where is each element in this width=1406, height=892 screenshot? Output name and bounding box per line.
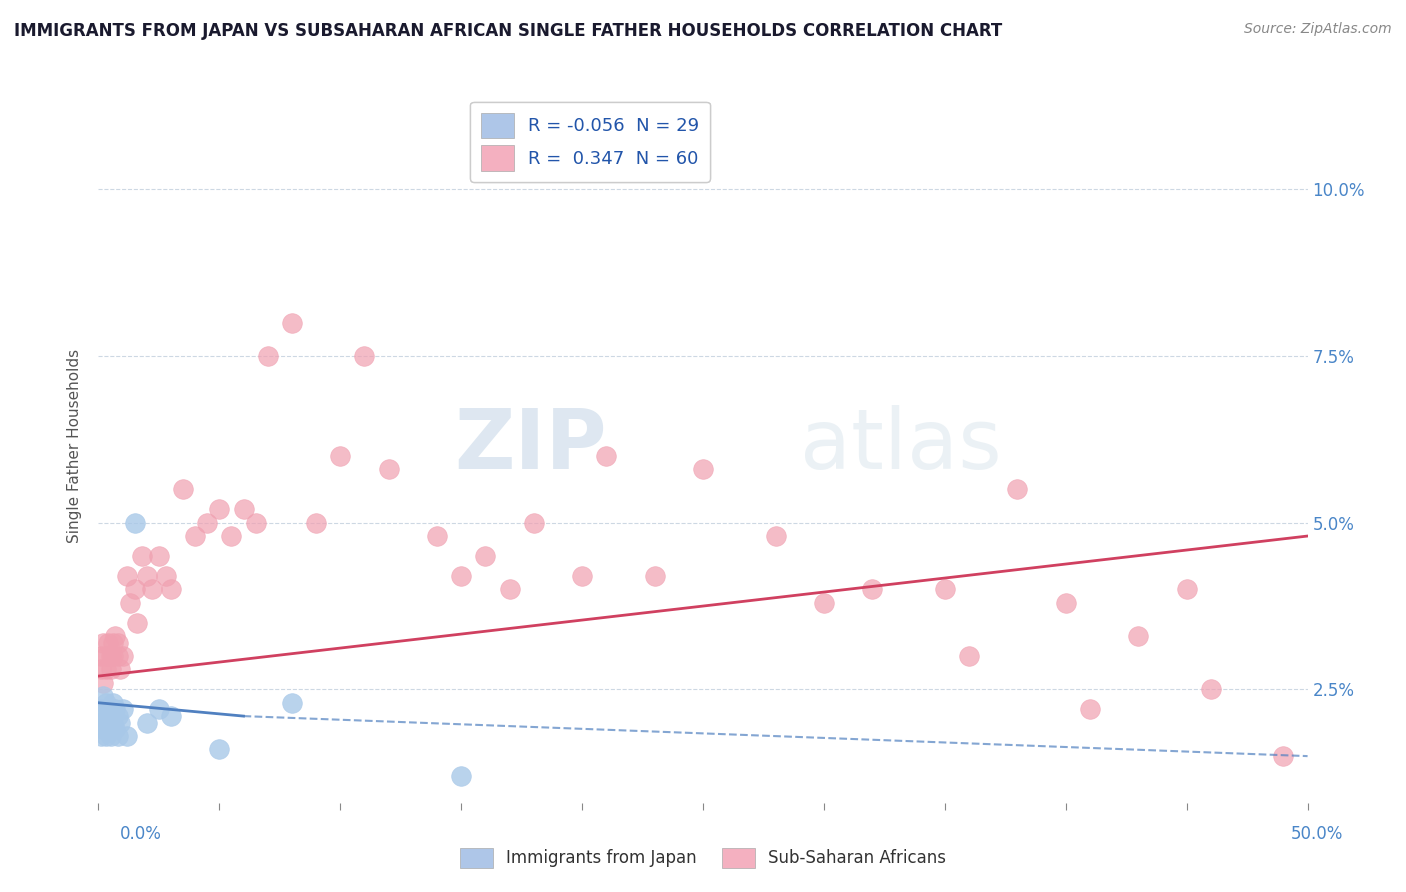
Point — [107, 636, 129, 650]
Point — [256, 349, 278, 363]
Point — [91, 675, 114, 690]
Point — [124, 516, 146, 530]
Text: 0.0%: 0.0% — [120, 825, 162, 843]
Point — [90, 702, 112, 716]
Text: IMMIGRANTS FROM JAPAN VS SUBSAHARAN AFRICAN SINGLE FATHER HOUSEHOLDS CORRELATION: IMMIGRANTS FROM JAPAN VS SUBSAHARAN AFRI… — [14, 22, 1002, 40]
Point — [571, 569, 593, 583]
Point — [90, 729, 112, 743]
Point — [160, 709, 183, 723]
Point — [221, 529, 243, 543]
Point — [148, 702, 170, 716]
Point — [100, 649, 122, 664]
Point — [94, 649, 117, 664]
Point — [1007, 483, 1029, 497]
Point — [131, 549, 153, 563]
Text: ZIP: ZIP — [454, 406, 606, 486]
Point — [172, 483, 194, 497]
Point — [1128, 629, 1150, 643]
Point — [184, 529, 207, 543]
Text: Source: ZipAtlas.com: Source: ZipAtlas.com — [1244, 22, 1392, 37]
Point — [91, 636, 114, 650]
Point — [498, 582, 520, 597]
Point — [94, 729, 117, 743]
Point — [117, 569, 139, 583]
Point — [208, 502, 231, 516]
Point — [474, 549, 496, 563]
Point — [101, 696, 124, 710]
Legend: Immigrants from Japan, Sub-Saharan Africans: Immigrants from Japan, Sub-Saharan Afric… — [453, 841, 953, 875]
Point — [1272, 749, 1295, 764]
Point — [94, 696, 117, 710]
Point — [195, 516, 218, 530]
Point — [108, 662, 131, 676]
Point — [148, 549, 170, 563]
Point — [523, 516, 546, 530]
Point — [104, 723, 127, 737]
Point — [692, 462, 714, 476]
Point — [1175, 582, 1198, 597]
Point — [765, 529, 787, 543]
Point — [450, 769, 472, 783]
Point — [232, 502, 254, 516]
Point — [101, 636, 124, 650]
Point — [450, 569, 472, 583]
Point — [91, 709, 114, 723]
Point — [245, 516, 267, 530]
Point — [104, 629, 127, 643]
Point — [934, 582, 956, 597]
Point — [124, 582, 146, 597]
Point — [141, 582, 163, 597]
Point — [91, 723, 114, 737]
Point — [107, 729, 129, 743]
Point — [813, 596, 835, 610]
Point — [353, 349, 375, 363]
Point — [155, 569, 177, 583]
Point — [377, 462, 399, 476]
Point — [595, 449, 617, 463]
Point — [135, 715, 157, 730]
Point — [127, 615, 149, 630]
Point — [160, 582, 183, 597]
Text: 50.0%: 50.0% — [1291, 825, 1343, 843]
Point — [135, 569, 157, 583]
Point — [111, 702, 134, 716]
Point — [208, 742, 231, 756]
Point — [305, 516, 328, 530]
Point — [101, 649, 124, 664]
Legend: R = -0.056  N = 29, R =  0.347  N = 60: R = -0.056 N = 29, R = 0.347 N = 60 — [470, 102, 710, 182]
Point — [94, 662, 117, 676]
Point — [97, 636, 120, 650]
Point — [90, 715, 112, 730]
Point — [97, 723, 120, 737]
Point — [100, 709, 122, 723]
Point — [1078, 702, 1101, 716]
Point — [281, 696, 304, 710]
Point — [100, 729, 122, 743]
Y-axis label: Single Father Households: Single Father Households — [67, 349, 83, 543]
Point — [644, 569, 666, 583]
Point — [107, 709, 129, 723]
Point — [118, 596, 141, 610]
Point — [426, 529, 449, 543]
Point — [107, 649, 129, 664]
Point — [860, 582, 883, 597]
Point — [111, 649, 134, 664]
Point — [97, 702, 120, 716]
Point — [108, 715, 131, 730]
Point — [117, 729, 139, 743]
Point — [957, 649, 980, 664]
Point — [90, 649, 112, 664]
Point — [101, 715, 124, 730]
Point — [91, 689, 114, 703]
Point — [329, 449, 352, 463]
Text: atlas: atlas — [800, 406, 1001, 486]
Point — [281, 316, 304, 330]
Point — [100, 662, 122, 676]
Point — [104, 702, 127, 716]
Point — [1054, 596, 1077, 610]
Point — [94, 715, 117, 730]
Point — [1199, 682, 1222, 697]
Point — [90, 662, 112, 676]
